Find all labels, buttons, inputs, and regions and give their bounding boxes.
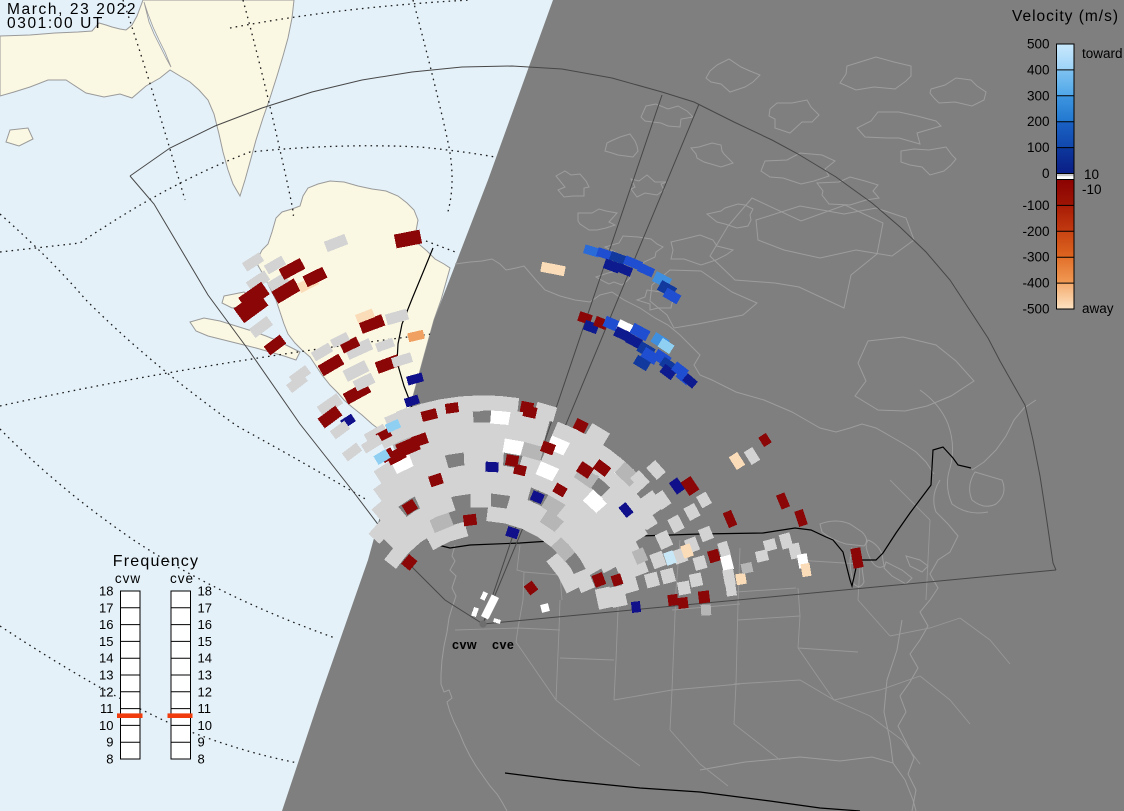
- svg-text:16: 16: [198, 617, 212, 632]
- svg-text:Velocity (m/s): Velocity (m/s): [1012, 8, 1119, 25]
- svg-text:cve: cve: [170, 571, 194, 586]
- svg-text:8: 8: [106, 752, 113, 767]
- svg-text:17: 17: [99, 600, 113, 615]
- svg-text:away: away: [1082, 301, 1114, 316]
- svg-text:12: 12: [198, 684, 212, 699]
- svg-text:8: 8: [198, 752, 205, 767]
- svg-text:15: 15: [198, 634, 212, 649]
- svg-text:cvw: cvw: [452, 638, 477, 652]
- svg-text:11: 11: [100, 701, 114, 716]
- svg-text:March, 23 2022: March, 23 2022: [7, 1, 137, 18]
- svg-text:13: 13: [198, 668, 212, 683]
- svg-text:cve: cve: [492, 638, 514, 652]
- svg-text:400: 400: [1027, 62, 1050, 77]
- svg-text:-400: -400: [1022, 276, 1049, 291]
- svg-text:11: 11: [198, 701, 212, 716]
- svg-text:10: 10: [1084, 167, 1099, 182]
- svg-text:500: 500: [1027, 37, 1050, 52]
- svg-text:200: 200: [1027, 114, 1050, 129]
- svg-text:Frequency: Frequency: [113, 553, 199, 570]
- svg-text:12: 12: [99, 684, 113, 699]
- svg-text:-100: -100: [1022, 198, 1049, 213]
- svg-text:100: 100: [1027, 140, 1050, 155]
- svg-text:14: 14: [198, 651, 212, 666]
- svg-text:10: 10: [99, 718, 113, 733]
- svg-text:16: 16: [99, 617, 113, 632]
- svg-text:0301:00 UT: 0301:00 UT: [7, 15, 104, 32]
- svg-text:10: 10: [198, 718, 212, 733]
- svg-text:0: 0: [1042, 166, 1050, 181]
- svg-text:17: 17: [198, 600, 212, 615]
- svg-text:15: 15: [99, 634, 113, 649]
- svg-text:9: 9: [106, 735, 113, 750]
- svg-text:300: 300: [1027, 88, 1050, 103]
- svg-text:18: 18: [198, 584, 212, 599]
- svg-text:-10: -10: [1082, 182, 1102, 197]
- svg-text:18: 18: [99, 584, 113, 599]
- svg-text:cvw: cvw: [115, 571, 141, 586]
- svg-text:14: 14: [99, 651, 113, 666]
- svg-text:-200: -200: [1022, 224, 1049, 239]
- svg-text:toward: toward: [1082, 46, 1123, 61]
- svg-text:-300: -300: [1022, 250, 1049, 265]
- svg-text:13: 13: [99, 668, 113, 683]
- svg-text:9: 9: [198, 735, 205, 750]
- svg-text:-500: -500: [1022, 302, 1049, 317]
